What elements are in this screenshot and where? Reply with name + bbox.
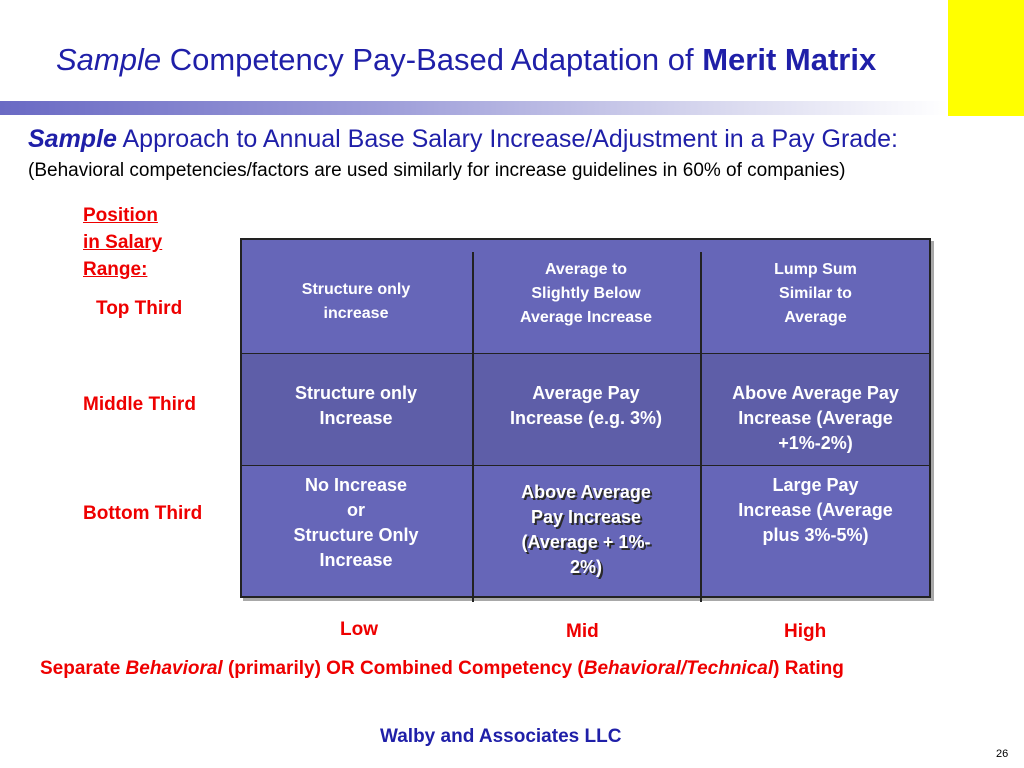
title-main: Competency Pay-Based Adaptation of [161,42,703,77]
cell-line: Pay Increase [530,507,642,527]
column-label-high: High [784,621,827,642]
row-label-bottom-third: Bottom Third [83,503,203,524]
cell-middle-mid: Average Pay Increase (e.g. 3%) [472,381,700,431]
cell-line: Increase (e.g. 3%) [509,408,663,428]
cell-bottom-mid: Above Average Pay Increase (Average + 1%- 2… [472,480,700,580]
position-label-line-1: Position [83,205,158,226]
cell-middle-low: Structure only Increase [240,381,472,431]
rating-axis-label: Separate Behavioral (primarily) OR Combi… [40,658,844,680]
matrix-row-middle [240,353,931,466]
cell-line: 2%) [569,557,602,577]
position-in-range-label: Position in Salary Range: [83,202,162,283]
column-label-mid: Mid [566,621,599,642]
matrix-divider-1 [472,252,474,602]
rating-part-behavioral: Behavioral [125,658,223,679]
rating-part: Separate [40,658,126,679]
cell-line: Similar to [779,285,852,302]
page-number: 26 [996,748,1009,760]
subtitle: Sample Approach to Annual Base Salary In… [28,125,898,154]
title-sample: Sample [56,42,162,77]
cell-line: Increase [319,408,393,428]
cell-line: (Average + 1%- [521,532,651,552]
matrix-row-bottom [240,465,931,598]
cell-line: +1%-2%) [778,433,853,453]
cell-line: No Increase [304,475,408,495]
cell-bottom-low: No Increase or Structure Only Increase [240,473,472,573]
cell-top-high: Lump Sum Similar to Average [700,258,931,330]
row-label-top-third: Top Third [96,298,183,319]
matrix-divider-2 [700,252,702,602]
matrix-row-top [240,238,931,354]
title-gradient-bar [0,101,948,115]
cell-line: Average to [544,261,628,278]
cell-line: Lump Sum [774,261,857,278]
rating-part: ) Rating [773,658,844,679]
cell-line: or [347,500,365,520]
subtitle-rest: Approach to Annual Base Salary Increase/… [116,125,898,153]
position-label-line-3: Range: [83,259,148,280]
cell-top-mid: Average to Slightly Below Average Increase [472,258,700,330]
cell-line: Increase [319,550,393,570]
column-label-low: Low [340,619,378,640]
cell-line: Structure only [301,281,411,298]
cell-line: Increase (Average [738,500,893,520]
cell-line: Above Average Pay [732,383,899,403]
slide-title: Sample Competency Pay-Based Adaptation o… [56,42,876,78]
cell-line: Structure only [294,383,418,403]
yellow-accent-box [948,0,1024,116]
cell-bottom-high: Large Pay Increase (Average plus 3%-5%) [700,473,931,548]
cell-middle-high: Above Average Pay Increase (Average +1%-2%… [700,381,931,456]
cell-line: Above Average [521,482,651,502]
note-text: (Behavioral competencies/factors are use… [28,160,846,181]
cell-line: Large Pay [772,475,859,495]
cell-top-low: Structure only increase [240,278,472,326]
company-name: Walby and Associates LLC [380,726,622,747]
rating-part: (primarily) OR Combined Competency ( [222,658,584,679]
title-merit-matrix: Merit Matrix [702,42,877,77]
subtitle-sample: Sample [28,125,117,153]
cell-line: Average Increase [520,309,652,326]
cell-line: Average [784,309,847,326]
row-label-middle-third: Middle Third [83,394,196,415]
cell-line: Average Pay [532,383,640,403]
merit-matrix: Structure only increase Average to Slightl… [240,238,931,602]
position-label-line-2: in Salary [83,232,163,253]
cell-line: plus 3%-5%) [762,525,869,545]
rating-part-behavioral-technical: Behavioral/Technical [583,658,774,679]
cell-line: Slightly Below [531,285,641,302]
cell-line: increase [323,305,389,322]
cell-line: Structure Only [293,525,419,545]
cell-line: Increase (Average [738,408,893,428]
